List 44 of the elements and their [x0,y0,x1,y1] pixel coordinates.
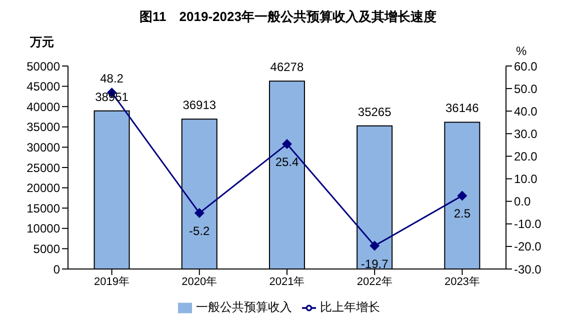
y-tick-label: 45000 [26,80,60,94]
y2-tick-label: 50.0 [514,82,538,96]
y2-tick-label: 40.0 [514,104,538,118]
y-tick-label: 5000 [33,242,60,256]
y-tick-label: 20000 [26,181,60,196]
y2-tick-label: 60.0 [514,59,538,74]
y-tick-label: 10000 [26,222,60,236]
data-label: -19.7 [360,256,389,271]
y2-axis-title: % [516,44,527,58]
y-tick-label: 40000 [26,100,60,114]
y2-tick-label: -10.0 [514,217,542,232]
y-tick-label: 35000 [26,120,60,134]
point [282,139,292,150]
data-label: -5.2 [189,224,210,238]
data-label: 36146 [445,101,480,116]
legend-label: 一般公共预算收入 [196,300,292,314]
y2-tick-label: 0.0 [514,194,532,209]
y2-tick-label: -20.0 [514,240,542,254]
x-tick-label: 2023年 [444,276,480,288]
y2-tick-label: 30.0 [514,126,538,141]
y2-tick-label: 20.0 [514,149,538,164]
data-label: 2.5 [454,206,471,221]
data-label: 36913 [182,98,216,112]
point [370,240,380,251]
x-tick-label: 2022年 [356,276,392,288]
point [457,190,468,201]
x-tick-label: 2021年 [269,276,305,288]
data-label: 46278 [270,60,304,74]
y2-tick-label: -30.0 [514,262,542,276]
data-label: 35265 [358,104,392,119]
x-tick-label: 2020年 [182,276,218,288]
legend-label: 比上年增长 [320,300,380,314]
y-tick-label: 15000 [26,201,60,216]
y-tick-label: 50000 [26,59,60,74]
data-label: 48.2 [100,72,124,86]
point [194,208,204,218]
chart-title: 图11 2019-2023年一般公共预算收入及其增长速度 [138,8,438,26]
y2-tick-label: 10.0 [514,172,538,186]
y-tick-label: 30000 [26,140,60,154]
x-tick-label: 2019年 [94,276,130,288]
y-axis-title: 万元 [30,34,54,51]
data-label: 25.4 [275,155,299,170]
y-tick-label: 0 [53,262,60,276]
y-tick-label: 25000 [26,160,60,175]
